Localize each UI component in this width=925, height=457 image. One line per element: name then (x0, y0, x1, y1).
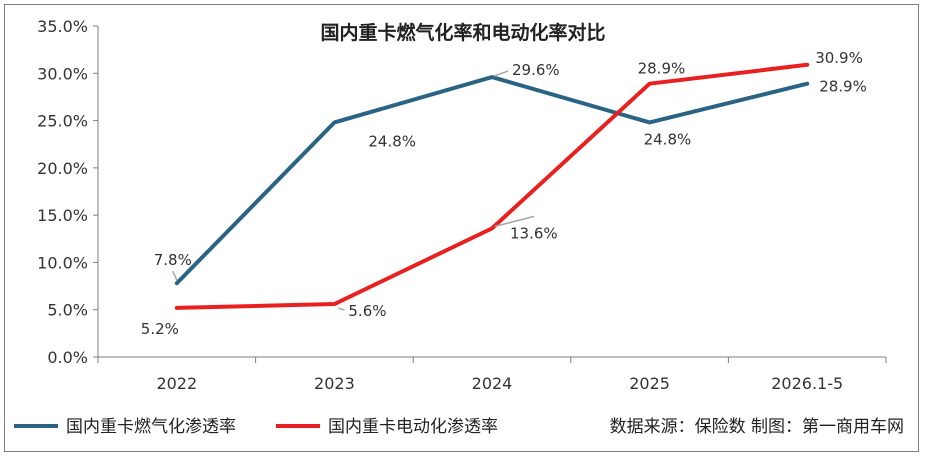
data-label: 24.8% (368, 132, 416, 150)
data-label: 5.2% (141, 320, 179, 338)
label-leader-line (494, 215, 535, 228)
data-labels: 7.8% 24.8% 29.6% 24.8% 28.9% 5.2% 5.6% 13.6% 28.… (141, 49, 867, 338)
legend: 国内重卡燃气化渗透率 国内重卡电动化渗透率 (14, 417, 498, 437)
y-tick-label: 15.0% (37, 206, 88, 225)
x-tick-label: 2022 (156, 374, 197, 393)
y-tick-label: 35.0% (37, 17, 88, 36)
data-label: 28.9% (638, 60, 686, 78)
x-tick-label: 2026.1-5 (771, 374, 843, 393)
y-tick-label: 5.0% (47, 301, 88, 320)
y-tick-label: 0.0% (47, 348, 88, 367)
data-label: 28.9% (819, 78, 867, 96)
x-axis: 2022 2023 2024 2025 2026.1-5 (97, 356, 887, 393)
x-tick-label: 2024 (472, 374, 513, 393)
data-label: 30.9% (815, 49, 863, 67)
data-label: 7.8% (154, 251, 192, 269)
chart-frame (4, 4, 919, 452)
x-tick-label: 2025 (629, 374, 670, 393)
series-line-1 (174, 75, 810, 286)
data-label: 29.6% (512, 61, 560, 79)
label-leader-line (172, 270, 178, 281)
data-label: 13.6% (510, 224, 558, 242)
data-label: 24.8% (644, 130, 692, 148)
y-tick-label: 20.0% (37, 159, 88, 178)
series-lines (174, 62, 810, 310)
data-label: 5.6% (348, 302, 386, 320)
chart-title: 国内重卡燃气化率和电动化率对比 (320, 21, 605, 44)
source-note: 数据来源：保险数 制图：第一商用车网 (610, 417, 904, 437)
legend-label-1: 国内重卡燃气化渗透率 (66, 417, 236, 437)
y-tick-label: 30.0% (37, 64, 88, 83)
y-tick-label: 25.0% (37, 112, 88, 131)
legend-label-2: 国内重卡电动化渗透率 (328, 417, 498, 437)
label-leader-line (338, 307, 345, 311)
y-tick-label: 10.0% (37, 253, 88, 272)
label-leader-line (493, 70, 509, 77)
x-tick-label: 2023 (314, 374, 355, 393)
y-axis: 0.0% 5.0% 10.0% 15.0% 20.0% 25.0% 30.0% 35.0% (37, 17, 99, 367)
